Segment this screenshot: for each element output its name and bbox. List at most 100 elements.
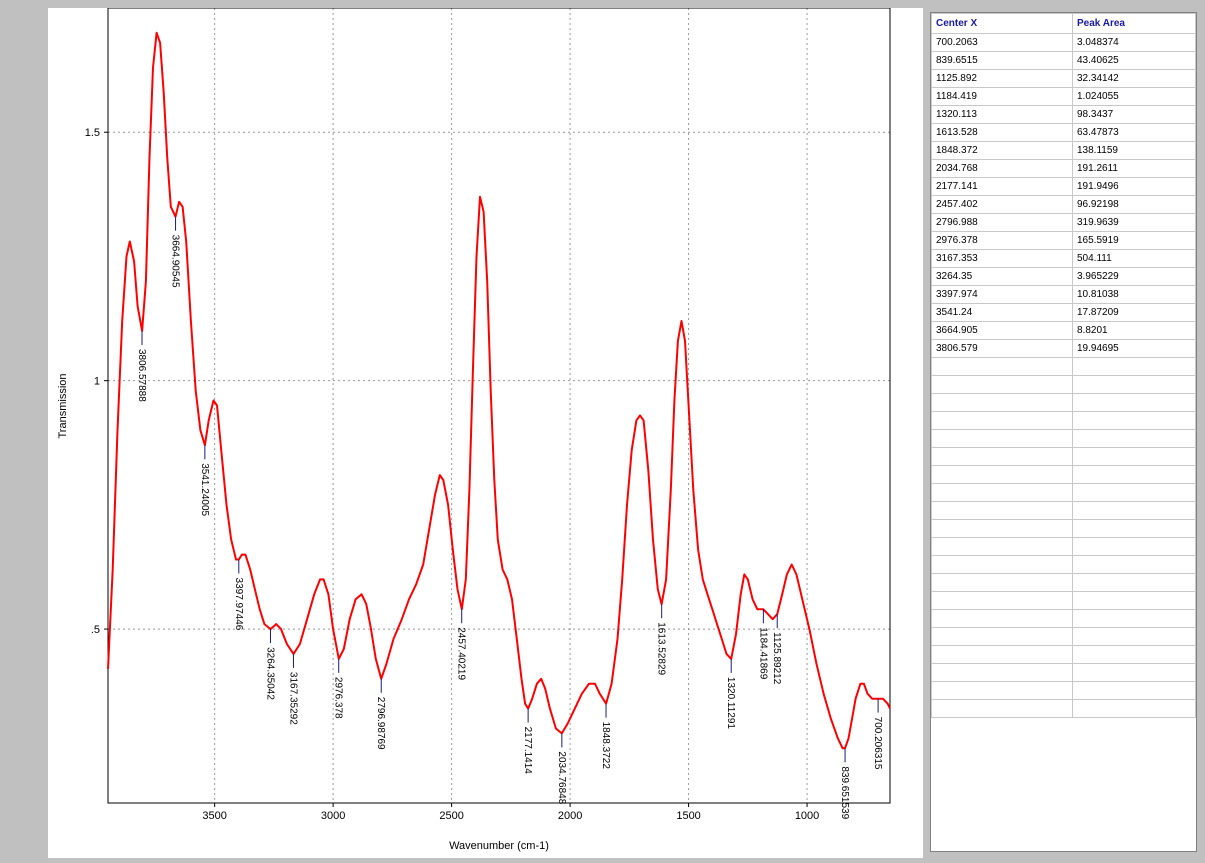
cell-center-x[interactable]: 1184.419 [931, 87, 1073, 106]
cell-peak-area[interactable]: 63.47873 [1072, 123, 1196, 142]
table-row[interactable]: 2457.402 96.92198 [931, 195, 1196, 214]
table-row[interactable]: 1848.372 138.1159 [931, 141, 1196, 160]
table-row[interactable]: 3397.974 10.81038 [931, 285, 1196, 304]
cell-peak-area[interactable]: 319.9639 [1072, 213, 1196, 232]
table-row-empty[interactable] [931, 537, 1196, 556]
empty-cell[interactable] [1072, 483, 1196, 502]
table-row[interactable]: 2796.988 319.9639 [931, 213, 1196, 232]
table-row-empty[interactable] [931, 663, 1196, 682]
table-row[interactable]: 2034.768 191.2611 [931, 159, 1196, 178]
cell-peak-area[interactable]: 8.8201 [1072, 321, 1196, 340]
empty-cell[interactable] [1072, 411, 1196, 430]
empty-cell[interactable] [1072, 447, 1196, 466]
empty-cell[interactable] [1072, 501, 1196, 520]
empty-cell[interactable] [1072, 645, 1196, 664]
empty-cell[interactable] [931, 555, 1073, 574]
cell-peak-area[interactable]: 17.87209 [1072, 303, 1196, 322]
empty-cell[interactable] [931, 447, 1073, 466]
empty-cell[interactable] [931, 681, 1073, 700]
table-row-empty[interactable] [931, 375, 1196, 394]
empty-cell[interactable] [931, 627, 1073, 646]
table-row[interactable]: 839.6515 43.40625 [931, 51, 1196, 70]
cell-center-x[interactable]: 2457.402 [931, 195, 1073, 214]
table-row[interactable]: 2976.378 165.5919 [931, 231, 1196, 250]
empty-cell[interactable] [1072, 429, 1196, 448]
table-row[interactable]: 1613.528 63.47873 [931, 123, 1196, 142]
table-row-empty[interactable] [931, 699, 1196, 718]
column-header-center-x[interactable]: Center X [931, 13, 1073, 34]
cell-center-x[interactable]: 2177.141 [931, 177, 1073, 196]
peak-table-panel[interactable]: Center X Peak Area 700.2063 3.048374 839.6… [930, 12, 1197, 852]
cell-center-x[interactable]: 2976.378 [931, 231, 1073, 250]
cell-peak-area[interactable]: 3.965229 [1072, 267, 1196, 286]
empty-cell[interactable] [1072, 663, 1196, 682]
empty-cell[interactable] [1072, 375, 1196, 394]
empty-cell[interactable] [1072, 681, 1196, 700]
empty-cell[interactable] [1072, 393, 1196, 412]
table-row-empty[interactable] [931, 501, 1196, 520]
cell-peak-area[interactable]: 191.9496 [1072, 177, 1196, 196]
empty-cell[interactable] [931, 645, 1073, 664]
cell-peak-area[interactable]: 191.2611 [1072, 159, 1196, 178]
empty-cell[interactable] [931, 663, 1073, 682]
table-row-empty[interactable] [931, 645, 1196, 664]
empty-cell[interactable] [931, 699, 1073, 718]
empty-cell[interactable] [931, 519, 1073, 538]
cell-center-x[interactable]: 700.2063 [931, 33, 1073, 52]
empty-cell[interactable] [931, 573, 1073, 592]
table-row-empty[interactable] [931, 591, 1196, 610]
empty-cell[interactable] [931, 591, 1073, 610]
table-row-empty[interactable] [931, 483, 1196, 502]
table-row[interactable]: 1320.113 98.3437 [931, 105, 1196, 124]
table-row-empty[interactable] [931, 357, 1196, 376]
table-row-empty[interactable] [931, 519, 1196, 538]
table-row[interactable]: 1125.892 32.34142 [931, 69, 1196, 88]
table-row[interactable]: 3806.579 19.94695 [931, 339, 1196, 358]
empty-cell[interactable] [1072, 591, 1196, 610]
table-row-empty[interactable] [931, 411, 1196, 430]
empty-cell[interactable] [1072, 699, 1196, 718]
table-row[interactable]: 3541.24 17.87209 [931, 303, 1196, 322]
cell-peak-area[interactable]: 10.81038 [1072, 285, 1196, 304]
cell-peak-area[interactable]: 32.34142 [1072, 69, 1196, 88]
empty-cell[interactable] [931, 483, 1073, 502]
table-row[interactable]: 3264.35 3.965229 [931, 267, 1196, 286]
cell-peak-area[interactable]: 43.40625 [1072, 51, 1196, 70]
table-row-empty[interactable] [931, 627, 1196, 646]
empty-cell[interactable] [1072, 573, 1196, 592]
cell-center-x[interactable]: 3397.974 [931, 285, 1073, 304]
cell-peak-area[interactable]: 19.94695 [1072, 339, 1196, 358]
empty-cell[interactable] [931, 465, 1073, 484]
column-header-peak-area[interactable]: Peak Area [1072, 13, 1196, 34]
table-row[interactable]: 3664.905 8.8201 [931, 321, 1196, 340]
cell-center-x[interactable]: 3541.24 [931, 303, 1073, 322]
cell-center-x[interactable]: 1848.372 [931, 141, 1073, 160]
table-row[interactable]: 2177.141 191.9496 [931, 177, 1196, 196]
cell-center-x[interactable]: 2034.768 [931, 159, 1073, 178]
cell-peak-area[interactable]: 98.3437 [1072, 105, 1196, 124]
table-row-empty[interactable] [931, 447, 1196, 466]
empty-cell[interactable] [931, 393, 1073, 412]
cell-peak-area[interactable]: 3.048374 [1072, 33, 1196, 52]
empty-cell[interactable] [1072, 555, 1196, 574]
cell-center-x[interactable]: 1125.892 [931, 69, 1073, 88]
table-row-empty[interactable] [931, 429, 1196, 448]
empty-cell[interactable] [1072, 465, 1196, 484]
cell-center-x[interactable]: 3167.353 [931, 249, 1073, 268]
empty-cell[interactable] [931, 429, 1073, 448]
empty-cell[interactable] [1072, 357, 1196, 376]
cell-center-x[interactable]: 3264.35 [931, 267, 1073, 286]
table-row-empty[interactable] [931, 573, 1196, 592]
table-row-empty[interactable] [931, 681, 1196, 700]
empty-cell[interactable] [1072, 537, 1196, 556]
table-row[interactable]: 700.2063 3.048374 [931, 33, 1196, 52]
empty-cell[interactable] [931, 375, 1073, 394]
empty-cell[interactable] [931, 357, 1073, 376]
table-row-empty[interactable] [931, 609, 1196, 628]
cell-center-x[interactable]: 1613.528 [931, 123, 1073, 142]
table-row-empty[interactable] [931, 555, 1196, 574]
cell-center-x[interactable]: 1320.113 [931, 105, 1073, 124]
table-row[interactable]: 1184.419 1.024055 [931, 87, 1196, 106]
empty-cell[interactable] [931, 609, 1073, 628]
empty-cell[interactable] [931, 537, 1073, 556]
